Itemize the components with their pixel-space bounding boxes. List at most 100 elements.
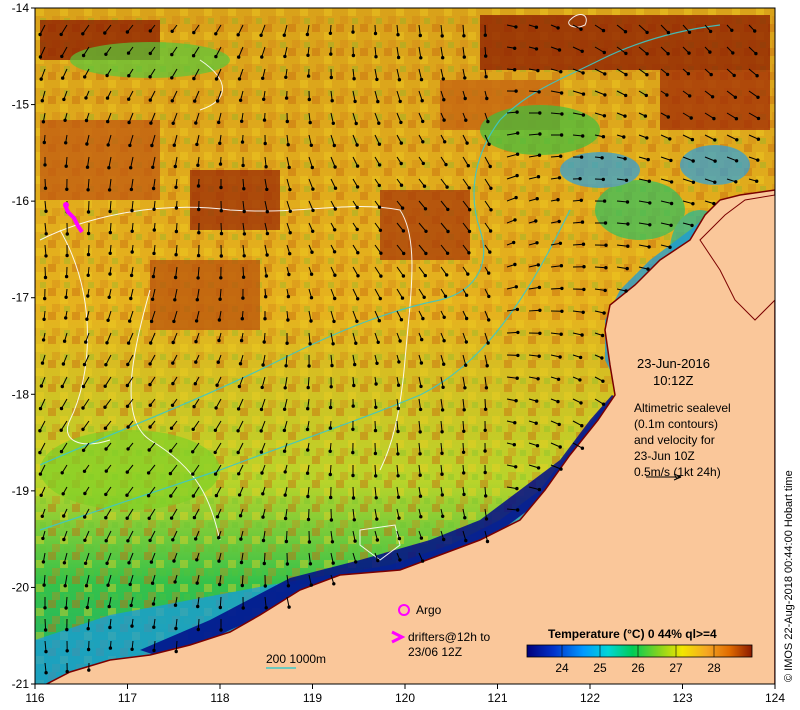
velocity-arrow: [330, 112, 334, 124]
velocity-arrow-head: [329, 495, 333, 500]
velocity-arrow-head: [467, 251, 471, 255]
velocity-arrow: [285, 530, 288, 542]
velocity-arrow-head: [559, 332, 563, 336]
velocity-arrow-head: [39, 384, 44, 388]
velocity-arrow-head: [44, 649, 48, 654]
legend-argo: Argo: [416, 603, 442, 617]
colorbar-tick-label: 25: [593, 661, 607, 675]
latitude-axis: -14 -15 -16 -17 -18 -19 -20 -21: [12, 1, 35, 691]
velocity-arrow: [462, 178, 470, 189]
velocity-arrow-head: [355, 227, 359, 232]
velocity-arrow-head: [283, 493, 287, 497]
velocity-arrow: [170, 486, 178, 497]
velocity-arrow-head: [86, 210, 91, 214]
velocity-arrow: [106, 552, 112, 564]
velocity-arrow: [82, 420, 90, 430]
velocity-arrow-head: [306, 517, 311, 522]
velocity-arrow-head: [237, 493, 242, 497]
velocity-arrow-head: [40, 514, 44, 518]
velocity-arrow: [308, 508, 310, 520]
velocity-arrow-head: [170, 76, 174, 80]
velocity-arrow-head: [130, 624, 134, 628]
velocity-arrow-head: [483, 407, 488, 411]
velocity-arrow-head: [516, 508, 520, 512]
velocity-arrow-head: [355, 143, 359, 147]
velocity-arrow-head: [396, 474, 400, 478]
velocity-arrow-head: [419, 384, 423, 389]
velocity-arrow: [286, 200, 291, 212]
velocity-arrow: [594, 288, 606, 291]
velocity-arrow-head: [217, 559, 221, 563]
velocity-arrow-head: [43, 296, 47, 301]
velocity-arrow: [192, 486, 200, 497]
kimberley-coast-land: [699, 194, 775, 321]
velocity-arrow-head: [328, 31, 333, 35]
velocity-arrow: [550, 464, 562, 470]
velocity-arrow-head: [40, 99, 44, 103]
velocity-arrow: [396, 442, 399, 454]
velocity-arrow: [128, 112, 134, 123]
velocity-arrow-head: [351, 53, 356, 58]
velocity-arrow-head: [626, 244, 630, 248]
velocity-arrow: [528, 133, 540, 136]
velocity-arrow: [150, 332, 156, 344]
velocity-arrow: [175, 640, 178, 652]
velocity-arrow-head: [647, 245, 651, 249]
velocity-arrow-head: [559, 467, 563, 471]
velocity-arrow-head: [148, 98, 153, 102]
velocity-arrow: [172, 332, 178, 343]
velocity-arrow-head: [126, 447, 130, 451]
velocity-arrow-head: [581, 134, 585, 138]
velocity-arrow-head: [148, 75, 152, 79]
velocity-arrow-head: [601, 28, 606, 33]
velocity-arrow: [151, 134, 156, 146]
velocity-arrow: [149, 530, 156, 541]
velocity-arrow-head: [537, 285, 542, 290]
velocity-arrow: [418, 398, 422, 410]
velocity-arrow-head: [535, 197, 539, 201]
velocity-arrow-head: [306, 448, 310, 452]
velocity-arrow-head: [288, 187, 292, 192]
velocity-arrow: [660, 178, 672, 183]
map-plot-area: [35, 8, 775, 684]
velocity-arrow-head: [63, 584, 67, 588]
velocity-arrow-head: [443, 294, 448, 298]
velocity-arrow: [241, 574, 244, 586]
velocity-arrow-head: [578, 177, 582, 181]
velocity-arrow: [374, 486, 377, 498]
velocity-arrow: [506, 508, 518, 511]
velocity-arrow-head: [62, 537, 66, 542]
velocity-arrow-head: [62, 561, 67, 565]
velocity-arrow-head: [195, 298, 200, 302]
velocity-arrow-head: [710, 95, 715, 99]
annotation-line-4: 23-Jun 10Z: [634, 449, 695, 463]
velocity-arrow: [173, 310, 178, 322]
velocity-arrow-head: [86, 231, 91, 236]
velocity-arrow-head: [169, 516, 174, 520]
velocity-arrow-head: [196, 184, 201, 188]
velocity-arrow-head: [64, 141, 68, 145]
velocity-arrow-head: [712, 116, 716, 121]
velocity-arrow-head: [196, 276, 200, 280]
velocity-arrow: [396, 420, 399, 432]
velocity-arrow-head: [603, 72, 607, 76]
velocity-arrow-head: [512, 443, 516, 447]
velocity-arrow-head: [307, 364, 311, 368]
velocity-arrow-head: [81, 53, 86, 58]
velocity-arrow: [506, 153, 518, 158]
velocity-arrow-head: [151, 186, 156, 191]
velocity-arrow-head: [311, 229, 315, 234]
legend-drifters-1: drifters@12h to: [408, 630, 491, 644]
velocity-arrow-head: [42, 317, 46, 321]
velocity-arrow: [374, 68, 378, 80]
velocity-arrow: [308, 574, 312, 586]
velocity-arrow-head: [213, 472, 218, 476]
velocity-arrow-head: [440, 493, 444, 497]
velocity-arrow: [572, 68, 584, 74]
velocity-arrow-head: [462, 34, 466, 38]
velocity-arrow: [682, 200, 694, 205]
velocity-arrow-head: [487, 318, 491, 322]
velocity-arrow-head: [375, 517, 379, 521]
velocity-arrow-head: [85, 317, 89, 321]
